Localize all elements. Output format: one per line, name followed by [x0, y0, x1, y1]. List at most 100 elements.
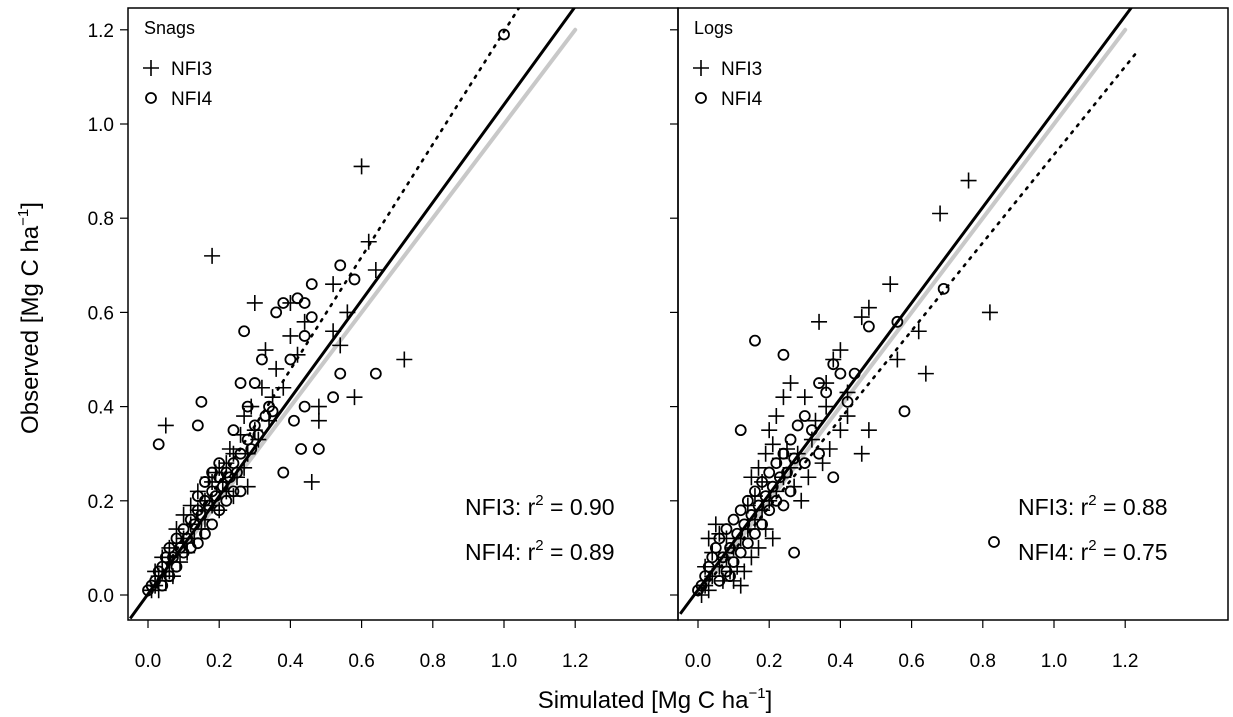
point-nfi4: [798, 457, 811, 470]
point-nfi4: [270, 306, 283, 319]
point-nfi3: [796, 389, 813, 406]
x-tick-label: 0.2: [756, 651, 782, 672]
point-nfi3: [243, 398, 260, 415]
point-nfi4: [788, 452, 801, 465]
stat-circle-marker: [988, 536, 1000, 548]
panel-logs: 0.0 0.2 0.4 0.6 0.8 1.0 1.2 Logs NFI3 NFI4 NFI3: r…: [670, 7, 1229, 672]
point-nfi3: [832, 422, 849, 439]
point-nfi3: [707, 516, 724, 533]
point-nfi3: [860, 422, 877, 439]
point-nfi4: [291, 292, 304, 305]
point-nfi3: [853, 445, 870, 462]
point-nfi3: [917, 365, 934, 382]
point-nfi4: [227, 485, 240, 498]
panel-title: Logs: [694, 18, 733, 38]
point-nfi3: [818, 398, 835, 415]
point-nfi3: [960, 172, 977, 189]
point-nfi3: [750, 459, 767, 476]
point-nfi4: [234, 485, 247, 498]
point-nfi4: [227, 424, 240, 437]
point-nfi4: [756, 476, 768, 488]
y-tick-label: 1.0: [88, 115, 114, 136]
point-nfi4: [788, 546, 801, 559]
x-tick-label: 1.2: [1112, 651, 1138, 672]
point-nfi4: [305, 311, 318, 324]
point-nfi3: [768, 408, 785, 425]
y-axis-title: Observed [Mg C ha−1]: [15, 202, 44, 434]
point-nfi4: [813, 447, 825, 460]
point-nfi4: [734, 546, 747, 559]
point-nfi4: [156, 579, 169, 592]
point-nfi4: [238, 325, 251, 338]
x-tick-label: 1.0: [1041, 651, 1067, 672]
x-axis-title: Simulated [Mg C ha−1]: [538, 685, 773, 714]
r-squared-label: NFI3: r2 = 0.90: [465, 492, 615, 520]
point-nfi4: [334, 259, 347, 272]
point-nfi4: [813, 377, 825, 389]
point-nfi4: [820, 386, 833, 399]
point-nfi4: [288, 414, 300, 427]
point-nfi4: [199, 476, 211, 488]
one-to-one-line: [146, 27, 578, 597]
y-tick-label: 0.6: [88, 303, 114, 324]
point-nfi3: [800, 469, 817, 486]
y-tick-label: 0.4: [88, 398, 115, 419]
point-nfi3: [889, 351, 906, 368]
point-nfi3: [882, 276, 899, 293]
point-nfi3: [821, 440, 838, 457]
x-tick-label: 0.4: [827, 651, 854, 672]
point-nfi3: [346, 389, 363, 406]
r-squared-label: NFI4: r2 = 0.89: [465, 537, 615, 565]
point-nfi4: [770, 457, 783, 470]
point-nfi3: [268, 360, 285, 377]
point-nfi3: [743, 549, 760, 566]
point-nfi4: [763, 504, 776, 517]
x-tick-label: 0.4: [277, 651, 304, 672]
point-nfi3: [204, 247, 221, 264]
point-nfi4: [231, 466, 243, 479]
y-tick-label: 0.0: [88, 586, 114, 607]
legend-circle-marker: [145, 92, 157, 104]
legend-label: NFI3: [171, 59, 212, 80]
point-nfi3: [697, 558, 714, 575]
point-nfi4: [777, 348, 790, 361]
point-nfi3: [811, 313, 828, 330]
point-nfi3: [310, 398, 327, 415]
point-nfi4: [312, 443, 325, 455]
point-nfi4: [727, 513, 740, 526]
x-tick-label: 0.8: [420, 651, 446, 672]
y-tick-label: 1.2: [88, 21, 114, 42]
point-nfi4: [369, 367, 382, 380]
point-nfi4: [152, 438, 165, 451]
point-nfi4: [295, 443, 307, 455]
point-nfi3: [860, 299, 877, 316]
point-nfi4: [749, 485, 761, 498]
point-nfi3: [782, 375, 799, 392]
point-nfi4: [741, 494, 754, 507]
point-nfi4: [334, 367, 347, 380]
point-nfi3: [360, 233, 377, 250]
regression-line-nfi3: [678, 8, 1133, 615]
x-tick-label: 0.0: [135, 651, 161, 672]
x-tick-label: 0.0: [685, 651, 711, 672]
point-nfi4: [937, 282, 950, 295]
regression-line-nfi4: [146, 8, 521, 597]
point-nfi4: [791, 419, 804, 432]
point-nfi3: [332, 337, 349, 354]
point-nfi4: [348, 273, 361, 286]
legend-label: NFI4: [721, 89, 763, 110]
point-nfi3: [818, 375, 835, 392]
x-tick-label: 1.0: [491, 651, 517, 672]
point-nfi4: [777, 499, 790, 512]
point-nfi4: [277, 466, 290, 479]
point-nfi4: [284, 353, 297, 366]
point-nfi4: [206, 518, 218, 531]
point-nfi4: [727, 556, 740, 568]
point-nfi3: [221, 440, 238, 457]
point-nfi3: [761, 422, 778, 439]
panel-snags: 0.0 0.2 0.4 0.6 0.8 1.0 1.2 0.0 0.2 0.4 0.6 0.8 1.0 1…: [88, 7, 679, 672]
plot-area: [128, 8, 578, 620]
point-nfi4: [777, 447, 790, 460]
point-nfi4: [834, 367, 847, 380]
